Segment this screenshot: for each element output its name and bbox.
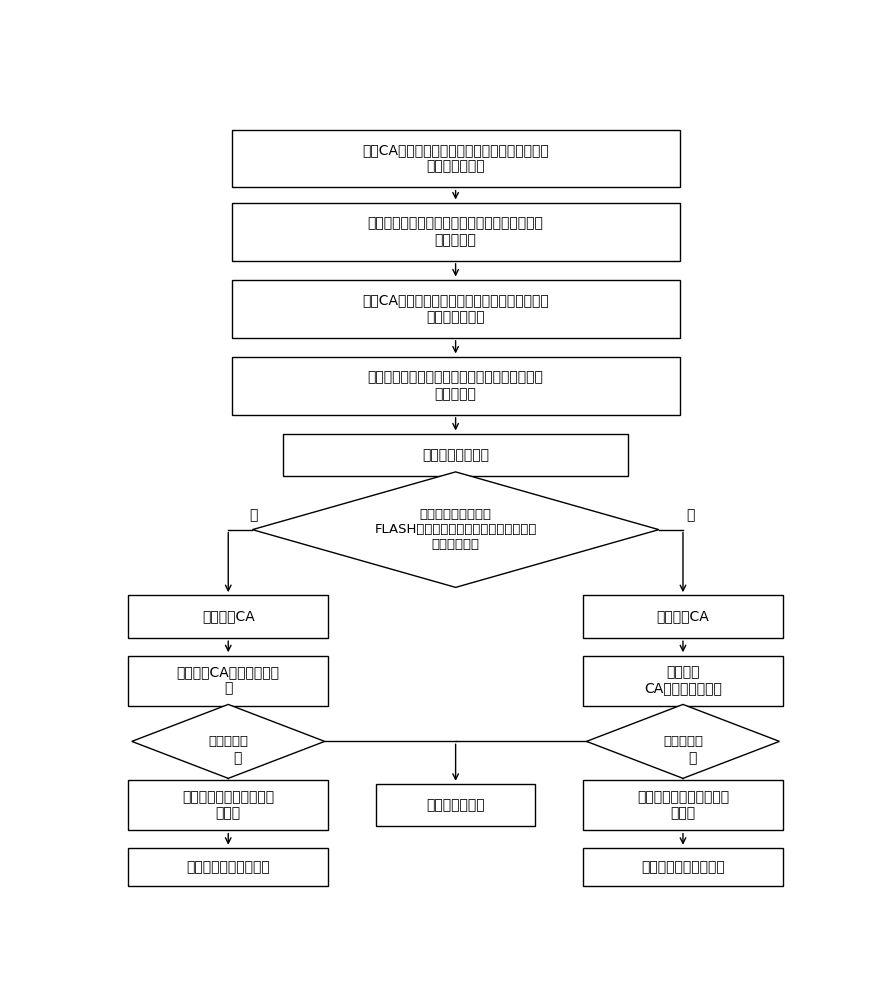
Text: 使用产品
CA验签所述一固件: 使用产品 CA验签所述一固件 (644, 665, 722, 696)
Polygon shape (587, 704, 780, 778)
Text: 使用开发CA验签所述一固
件: 使用开发CA验签所述一固 件 (177, 665, 280, 696)
FancyBboxPatch shape (232, 357, 679, 415)
Text: 判定所述一固件为所述产
品固件: 判定所述一固件为所述产 品固件 (637, 790, 729, 820)
FancyBboxPatch shape (128, 848, 328, 886)
FancyBboxPatch shape (128, 595, 328, 638)
Text: 否: 否 (686, 508, 695, 522)
FancyBboxPatch shape (583, 656, 783, 706)
FancyBboxPatch shape (583, 780, 783, 830)
FancyBboxPatch shape (583, 848, 783, 886)
FancyBboxPatch shape (376, 784, 535, 826)
Text: 验签通过？: 验签通过？ (208, 735, 248, 748)
Polygon shape (132, 704, 324, 778)
Text: 使用产品私钥对产品固件进行签名；生成已签名
的产品固件: 使用产品私钥对产品固件进行签名；生成已签名 的产品固件 (368, 217, 543, 247)
Text: 依据预先存储在内部
FLASH中的标志位判断所述终端当前是否
处于开发模式: 依据预先存储在内部 FLASH中的标志位判断所述终端当前是否 处于开发模式 (374, 508, 537, 551)
Text: 是: 是 (234, 751, 242, 765)
Text: 安装并运行所述一固件: 安装并运行所述一固件 (187, 860, 270, 874)
Text: 获取产品CA: 获取产品CA (657, 610, 709, 624)
FancyBboxPatch shape (284, 434, 628, 476)
FancyBboxPatch shape (128, 780, 328, 830)
FancyBboxPatch shape (232, 130, 679, 187)
FancyBboxPatch shape (232, 280, 679, 338)
FancyBboxPatch shape (128, 656, 328, 706)
Text: 产品CA签发产品证书，所述产品证书中包含产品
私钥和产品公钥: 产品CA签发产品证书，所述产品证书中包含产品 私钥和产品公钥 (362, 143, 549, 174)
Polygon shape (252, 472, 659, 587)
Text: 获取开发CA: 获取开发CA (202, 610, 254, 624)
Text: 使用开发私钥对开发固件进行签名；生成已签名
的开发固件: 使用开发私钥对开发固件进行签名；生成已签名 的开发固件 (368, 371, 543, 401)
Text: 安装并运行所述一固件: 安装并运行所述一固件 (641, 860, 725, 874)
Text: 开发CA签发开发证书，所述开发证书中包含开发
私钥和开发公钥: 开发CA签发开发证书，所述开发证书中包含开发 私钥和开发公钥 (362, 294, 549, 324)
Text: 删除所述一固件: 删除所述一固件 (427, 798, 485, 812)
Text: 判定所述一固件为所述开
发固件: 判定所述一固件为所述开 发固件 (182, 790, 275, 820)
Text: 是: 是 (249, 508, 257, 522)
Text: 终端获取一固件；: 终端获取一固件； (422, 448, 489, 462)
FancyBboxPatch shape (232, 203, 679, 261)
Text: 验签通过？: 验签通过？ (663, 735, 703, 748)
FancyBboxPatch shape (583, 595, 783, 638)
Text: 是: 是 (688, 751, 697, 765)
